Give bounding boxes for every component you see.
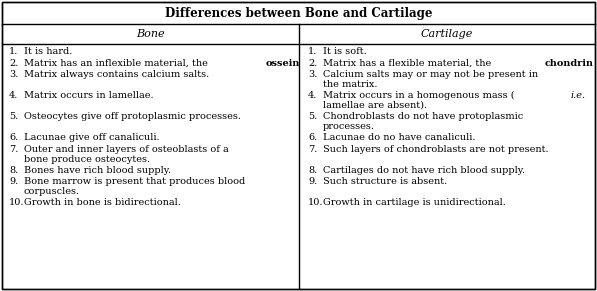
Text: Osteocytes give off protoplasmic processes.: Osteocytes give off protoplasmic process… bbox=[24, 112, 241, 121]
Text: the matrix.: the matrix. bbox=[323, 80, 377, 89]
Text: processes.: processes. bbox=[323, 122, 375, 131]
Text: 6.: 6. bbox=[9, 133, 19, 142]
Text: 9.: 9. bbox=[9, 177, 19, 186]
Text: chondrin: chondrin bbox=[544, 59, 593, 68]
Text: Matrix has an inflexible material, the: Matrix has an inflexible material, the bbox=[24, 59, 211, 68]
Text: Lacunae give off canaliculi.: Lacunae give off canaliculi. bbox=[24, 133, 159, 142]
Text: 5.: 5. bbox=[308, 112, 317, 121]
Text: .: . bbox=[310, 59, 313, 68]
Text: corpuscles.: corpuscles. bbox=[24, 187, 80, 196]
Text: Differences between Bone and Cartilage: Differences between Bone and Cartilage bbox=[165, 6, 432, 19]
Text: 10.: 10. bbox=[308, 198, 324, 207]
Text: 5.: 5. bbox=[9, 112, 19, 121]
Text: 7.: 7. bbox=[308, 145, 318, 154]
Text: It is soft.: It is soft. bbox=[323, 47, 367, 56]
Text: Cartilages do not have rich blood supply.: Cartilages do not have rich blood supply… bbox=[323, 166, 525, 175]
Text: 3.: 3. bbox=[9, 70, 19, 79]
Text: 10.: 10. bbox=[9, 198, 24, 207]
Text: Chondroblasts do not have protoplasmic: Chondroblasts do not have protoplasmic bbox=[323, 112, 523, 121]
Text: Bone marrow is present that produces blood: Bone marrow is present that produces blo… bbox=[24, 177, 245, 186]
Text: Matrix occurs in lamellae.: Matrix occurs in lamellae. bbox=[24, 91, 153, 100]
Text: Calcium salts may or may not be present in: Calcium salts may or may not be present … bbox=[323, 70, 538, 79]
Text: Growth in cartilage is unidirectional.: Growth in cartilage is unidirectional. bbox=[323, 198, 506, 207]
Text: Bone: Bone bbox=[136, 29, 165, 39]
Text: Matrix occurs in a homogenous mass (: Matrix occurs in a homogenous mass ( bbox=[323, 91, 515, 100]
Text: 8.: 8. bbox=[9, 166, 19, 175]
Text: 1.: 1. bbox=[308, 47, 318, 56]
Text: Cartilage: Cartilage bbox=[421, 29, 473, 39]
Text: Lacunae do no have canaliculi.: Lacunae do no have canaliculi. bbox=[323, 133, 475, 142]
Text: 4.: 4. bbox=[9, 91, 19, 100]
Text: Matrix always contains calcium salts.: Matrix always contains calcium salts. bbox=[24, 70, 210, 79]
Text: lamellae are absent).: lamellae are absent). bbox=[323, 101, 427, 110]
Text: ossein: ossein bbox=[265, 59, 300, 68]
Text: Such layers of chondroblasts are not present.: Such layers of chondroblasts are not pre… bbox=[323, 145, 549, 154]
Text: 8.: 8. bbox=[308, 166, 317, 175]
Text: Matrix has a flexible material, the: Matrix has a flexible material, the bbox=[323, 59, 494, 68]
Text: i.e.: i.e. bbox=[570, 91, 586, 100]
Text: Such structure is absent.: Such structure is absent. bbox=[323, 177, 447, 186]
Text: bone produce osteocytes.: bone produce osteocytes. bbox=[24, 155, 150, 164]
Text: 7.: 7. bbox=[9, 145, 19, 154]
Text: 2.: 2. bbox=[308, 59, 318, 68]
Text: 9.: 9. bbox=[308, 177, 317, 186]
Text: 6.: 6. bbox=[308, 133, 317, 142]
Text: 4.: 4. bbox=[308, 91, 318, 100]
Text: Growth in bone is bidirectional.: Growth in bone is bidirectional. bbox=[24, 198, 181, 207]
Text: Outer and inner layers of osteoblasts of a: Outer and inner layers of osteoblasts of… bbox=[24, 145, 229, 154]
Text: Bones have rich blood supply.: Bones have rich blood supply. bbox=[24, 166, 171, 175]
Text: 1.: 1. bbox=[9, 47, 19, 56]
Text: 3.: 3. bbox=[308, 70, 318, 79]
Text: It is hard.: It is hard. bbox=[24, 47, 72, 56]
Text: 2.: 2. bbox=[9, 59, 19, 68]
